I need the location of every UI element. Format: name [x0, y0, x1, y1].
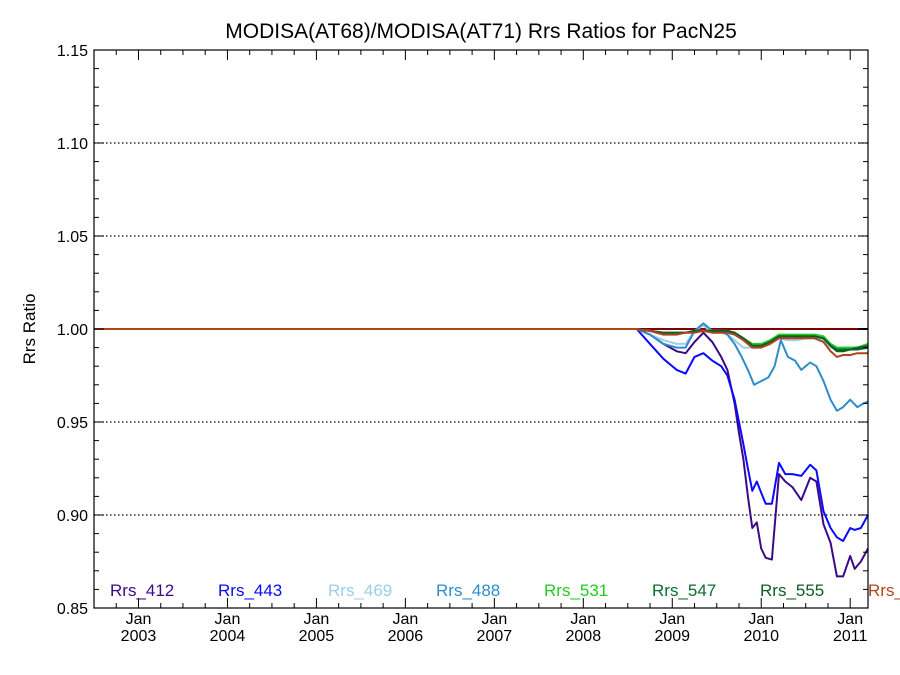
axes: 0.850.900.951.001.051.101.15Jan2003Jan20… [57, 43, 869, 645]
series-line [94, 328, 869, 578]
y-tick-label: 1.00 [57, 322, 88, 339]
x-tick-label-year: 2003 [121, 628, 157, 645]
series-lines [94, 322, 869, 578]
legend: Rrs_412 Rrs_443 Rrs_469 Rrs_488 Rrs_531 Rrs_5… [110, 581, 900, 600]
y-tick-label: 1.10 [57, 136, 88, 153]
legend-item: Rrs_531 [544, 581, 608, 600]
x-tick-label-month: Jan [659, 611, 685, 628]
y-tick-label: 0.85 [57, 601, 88, 618]
x-tick-label-month: Jan [304, 611, 330, 628]
x-tick-label-year: 2009 [654, 628, 690, 645]
y-tick-label: 0.95 [57, 415, 88, 432]
y-tick-label: 0.90 [57, 508, 88, 525]
x-tick-label-month: Jan [570, 611, 596, 628]
y-axis-label: Rrs Ratio [20, 294, 39, 365]
legend-item: Rrs_443 [218, 581, 282, 600]
y-tick-label: 1.05 [57, 229, 88, 246]
series-line [94, 322, 869, 412]
legend-item: Rrs_412 [110, 581, 174, 600]
legend-item: Rrs_ [868, 581, 900, 600]
x-tick-label-month: Jan [481, 611, 507, 628]
x-tick-label-year: 2007 [477, 628, 513, 645]
series-line [94, 328, 869, 542]
x-tick-label-month: Jan [392, 611, 418, 628]
x-tick-label-month: Jan [748, 611, 774, 628]
x-tick-label-year: 2005 [299, 628, 335, 645]
legend-item: Rrs_555 [760, 581, 824, 600]
series-line [94, 328, 868, 358]
x-tick-label-year: 2011 [833, 628, 868, 645]
x-tick-label-year: 2008 [566, 628, 602, 645]
chart-title: MODISA(AT68)/MODISA(AT71) Rrs Ratios for… [225, 20, 737, 43]
y-tick-label: 1.15 [57, 43, 88, 60]
x-tick-label-month: Jan [126, 611, 152, 628]
legend-item: Rrs_488 [436, 581, 500, 600]
x-tick-label-year: 2004 [210, 628, 246, 645]
legend-item: Rrs_469 [328, 581, 392, 600]
x-tick-label-year: 2010 [743, 628, 779, 645]
x-tick-label-year: 2006 [388, 628, 424, 645]
x-tick-label-month: Jan [837, 611, 863, 628]
legend-item: Rrs_547 [652, 581, 716, 600]
x-tick-label-month: Jan [215, 611, 241, 628]
